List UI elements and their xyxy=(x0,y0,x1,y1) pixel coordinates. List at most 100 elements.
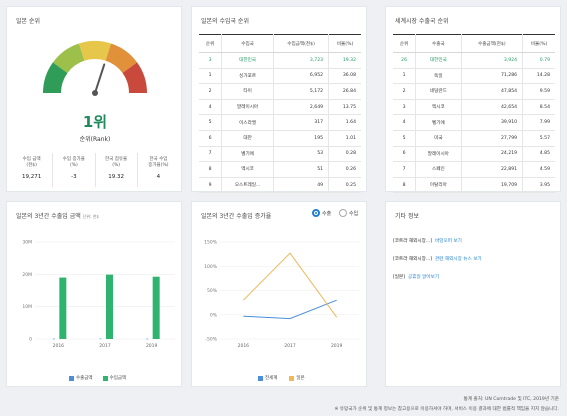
rank-card-title: 일본 순위 xyxy=(16,18,40,25)
toggle-export-label[interactable]: 수출 xyxy=(322,210,332,217)
toggle-export[interactable]: 수출 xyxy=(312,209,331,217)
x-tick-label: 2016 xyxy=(238,343,250,349)
table-cell: 47,854 xyxy=(461,83,524,100)
table-cell: 스페인 xyxy=(415,161,462,178)
buying-offer-link[interactable]: 바잉오퍼 보기 xyxy=(435,239,462,244)
col-header: 수출금액(천$) xyxy=(461,34,524,53)
stat-label: 수입 증가율 (%) xyxy=(62,156,85,168)
toggle-import[interactable]: 수입 xyxy=(339,209,358,217)
col-header: 비율(%) xyxy=(522,34,555,53)
y-tick-label: 10M xyxy=(22,304,32,310)
radio-export-icon[interactable] xyxy=(312,209,320,217)
col-header: 순위 xyxy=(199,34,223,53)
table-cell: 24,219 xyxy=(461,146,524,163)
x-tick-label: 2016 xyxy=(53,343,65,349)
holiday-link[interactable]: 공휴일 알아보기 xyxy=(408,275,440,280)
import-rank-card: 일본의 수입국 순위 순위 수입국 수입금액(천$) 비율(%) 3 대한민국 3,… xyxy=(191,6,367,194)
growth-rate-title: 일본의 3년간 수출입 증가율 xyxy=(201,213,272,220)
trade-amount-title-text: 일본의 3년간 수출입 금액 xyxy=(16,213,81,220)
y-tick-label: 50% xyxy=(207,288,218,294)
info-item: [일본] 공휴일 알아보기 xyxy=(393,274,439,280)
import-rank-table: 순위 수입국 수입금액(천$) 비율(%) 3 대한민국 3,723 19.32 1 싱가… xyxy=(199,34,361,194)
table-cell: 이스라엘 xyxy=(221,114,274,131)
table-cell: 0.28 xyxy=(328,146,361,163)
table-cell: 대한민국 xyxy=(221,52,274,69)
rank-value: 1위 xyxy=(82,113,108,131)
table-row: 1 독일 71,286 14.28 xyxy=(393,68,555,85)
radio-import-icon[interactable] xyxy=(339,209,347,217)
gauge-segment xyxy=(43,62,68,93)
table-cell: 8 xyxy=(393,177,417,194)
footer-source: 통계 출처: UN Comtrade 및 ITC, 2019년 기준 xyxy=(463,397,559,402)
table-cell: 13.75 xyxy=(328,99,361,116)
export-rank-card: 세계시장 수출국 순위 순위 수출국 수출금액(천$) 비율(%) 26 대한민국… xyxy=(385,6,561,194)
legend-label-japan: 일본 xyxy=(296,376,305,381)
bar-export xyxy=(99,338,102,340)
gauge-segment xyxy=(52,43,85,74)
table-cell: 3.95 xyxy=(522,177,555,194)
y-tick-label: 20M xyxy=(22,272,32,278)
table-header-row: 순위 수출국 수출금액(천$) 비율(%) xyxy=(393,34,555,53)
info-item-tag: [코트라 해외시장...] xyxy=(393,257,433,262)
table-cell: 26.84 xyxy=(328,83,361,100)
bar-import xyxy=(59,277,67,339)
trade-amount-chart: 0 10M 20M 30M 2016 2017 2019 xyxy=(22,240,175,349)
growth-rate-card: 일본의 3년간 수출입 증가율 수출 수입 -50% 0% 50% 100% 150% 2… xyxy=(191,201,367,387)
legend-label-export: 수출금액 xyxy=(76,376,93,381)
info-item: [코트라 해외시장...] 관련 해외시장 뉴스 보기 xyxy=(393,256,482,262)
growth-rate-legend: 전세계 일본 xyxy=(258,375,305,381)
table-cell: 5 xyxy=(199,114,223,131)
table-cell: 9.59 xyxy=(522,83,555,100)
table-cell: 말레이시아 xyxy=(221,99,274,116)
legend-swatch-export xyxy=(69,375,74,381)
stat-value: 19.32 xyxy=(108,174,124,180)
market-news-link[interactable]: 관련 해외시장 뉴스 보기 xyxy=(435,257,482,262)
bar-export xyxy=(146,338,149,340)
table-cell: 1.64 xyxy=(328,114,361,131)
table-row: 4 말레이시아 2,649 13.75 xyxy=(199,99,361,116)
stat-import-amount: 수입 금액 (천$) 19,271 xyxy=(11,153,54,187)
y-tick-label: 30M xyxy=(22,240,32,246)
gauge-segment xyxy=(78,41,112,61)
growth-rate-chart: -50% 0% 50% 100% 150% 2016 2017 2019 xyxy=(204,240,360,349)
table-cell: 말레이시아 xyxy=(415,146,462,163)
trade-amount-unit: 단위: 천$ xyxy=(82,214,99,219)
table-cell: 5.57 xyxy=(522,130,555,147)
col-header: 비율(%) xyxy=(328,34,361,53)
legend-swatch-japan xyxy=(289,375,295,381)
table-cell: 벨기에 xyxy=(415,114,462,131)
table-cell: 51 xyxy=(273,161,330,178)
table-row: 5 미국 27,799 5.57 xyxy=(393,130,555,147)
table-header-row: 순위 수입국 수입금액(천$) 비율(%) xyxy=(199,34,361,53)
import-rank-title: 일본의 수입국 순위 xyxy=(201,18,249,25)
table-cell: 3,723 xyxy=(273,52,330,69)
table-cell: 2 xyxy=(393,83,417,100)
gauge-hub xyxy=(92,90,98,96)
info-item-tag: [코트라 해외시장...] xyxy=(393,239,433,244)
stat-korea-share: 한국 점유율 (%) 19.32 xyxy=(96,153,138,187)
table-row: 6 대만 195 1.01 xyxy=(199,130,361,147)
table-row: 5 이스라엘 317 1.64 xyxy=(199,114,361,131)
table-row: 1 싱가포르 6,952 36.08 xyxy=(199,68,361,85)
table-cell: 대한민국 xyxy=(415,52,462,69)
table-cell: 2,649 xyxy=(273,99,330,116)
table-row: 9 오스트레일... 49 0.25 xyxy=(199,177,361,194)
table-cell: 5 xyxy=(393,130,417,147)
legend-label-world: 전세계 xyxy=(265,376,278,381)
toggle-import-label[interactable]: 수입 xyxy=(349,210,359,217)
rank-stats: 수입 금액 (천$) 19,271 수입 증가율 (%) -3 한국 점유율 (… xyxy=(11,153,179,187)
table-row: 8 멕시코 51 0.26 xyxy=(199,161,361,178)
y-tick-label: 150% xyxy=(204,240,218,246)
table-row: 4 벨기에 39,910 7.99 xyxy=(393,114,555,131)
table-cell: 1 xyxy=(199,68,223,85)
legend-label-import: 수입금액 xyxy=(109,376,127,381)
stat-label: 수입 금액 (천$) xyxy=(22,156,41,168)
table-cell: 0.26 xyxy=(328,161,361,178)
trade-amount-legend: 수출금액 수입금액 xyxy=(69,375,126,381)
y-tick-label: 0% xyxy=(210,312,218,318)
stat-korea-growth: 한국 수입 증가율(%) 4 xyxy=(138,153,179,187)
stat-label: 한국 점유율 (%) xyxy=(105,156,128,168)
table-cell: 3 xyxy=(393,99,417,116)
table-cell: 71,286 xyxy=(461,68,524,85)
table-row: 7 스페인 22,891 4.59 xyxy=(393,161,555,178)
